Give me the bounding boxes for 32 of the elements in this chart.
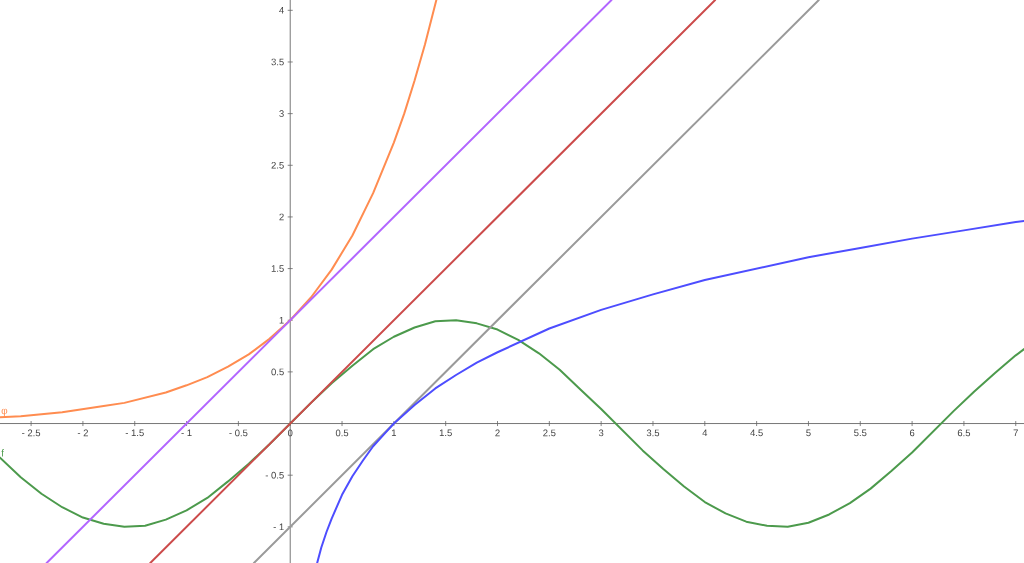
y-tick-label: 4 [279, 7, 284, 14]
x-tick-label: 3.5 [646, 429, 660, 437]
x-tick-label: 3 [598, 429, 604, 437]
y-tick-label: 0.5 [271, 368, 284, 376]
y-tick-label: - 1 [273, 523, 284, 531]
y-tick-label: 2.5 [271, 161, 284, 169]
x-tick-label: 1 [391, 429, 397, 437]
x-tick-label: 6.5 [957, 429, 971, 437]
x-tick-label: - 1.5 [125, 429, 144, 437]
x-tick-label: - 1 [181, 429, 192, 437]
x-tick-label: 7 [1013, 429, 1018, 437]
series-label: φ [1, 408, 8, 417]
y-tick-label: 3 [279, 110, 284, 117]
y-tick-label: 1.5 [271, 265, 284, 272]
x-tick-label: 5.5 [854, 429, 867, 437]
y-tick-label: 1 [279, 316, 284, 324]
x-tick-label: 2.5 [543, 429, 556, 437]
x-tick-label: - 2 [77, 429, 88, 437]
x-tick-label: 1.5 [439, 429, 452, 437]
x-tick-label: 2 [495, 429, 500, 437]
series-label: f [1, 449, 4, 457]
x-tick-label: 0 [287, 429, 293, 437]
x-tick-label: - 0.5 [229, 429, 248, 437]
x-tick-label: 0.5 [335, 429, 349, 437]
x-tick-label: 6 [909, 429, 915, 437]
x-tick-label: 4.5 [750, 429, 763, 437]
y-tick-label: 3.5 [271, 58, 284, 66]
x-tick-label: - 2.5 [22, 429, 41, 437]
x-tick-label: 4 [702, 429, 708, 437]
y-tick-label: - 0.5 [265, 471, 284, 479]
y-tick-label: 2 [279, 213, 284, 221]
x-tick-label: 5 [806, 429, 811, 437]
